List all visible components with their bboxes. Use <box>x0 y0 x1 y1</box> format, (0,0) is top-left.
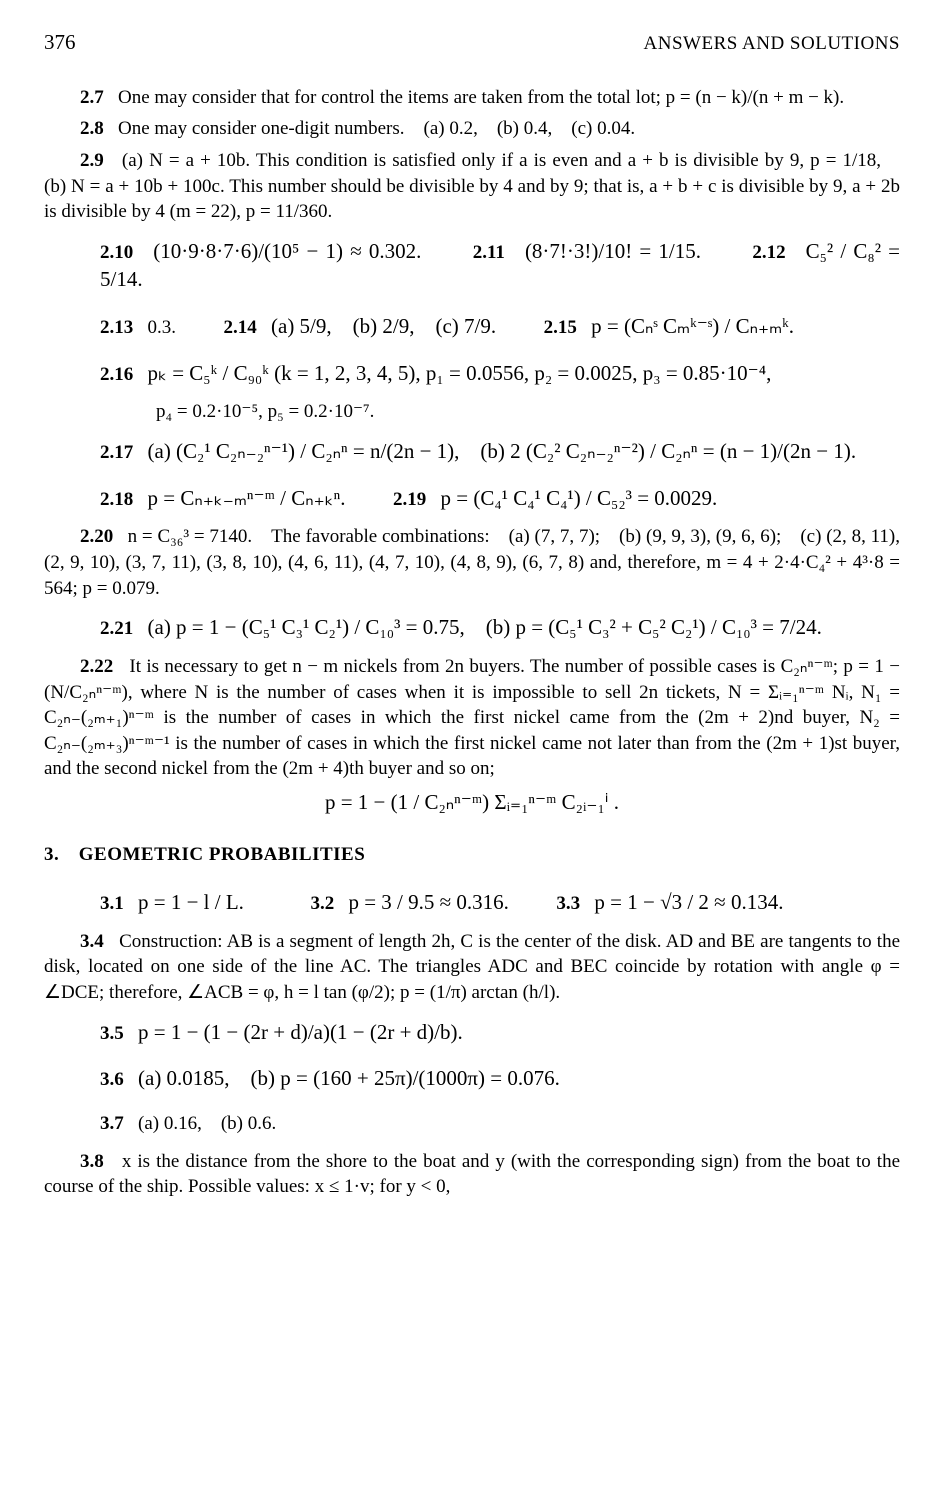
solution-3-7: 3.7 (a) 0.16, (b) 0.6. <box>44 1105 900 1143</box>
text-3-8: x is the distance from the shore to the … <box>44 1151 900 1198</box>
text-2-13: 0.3. <box>148 317 177 338</box>
text-2-9: (a) N = a + 10b. This condition is satis… <box>44 150 900 222</box>
section-3-heading: 3. GEOMETRIC PROBABILITIES <box>44 842 900 868</box>
text-2-19: p = (C₄¹ C₄¹ C₄¹) / C₅₂³ = 0.0029. <box>440 486 717 510</box>
solution-2-21: 2.21 (a) p = 1 − (C₅¹ C₃¹ C₂¹) / C₁₀³ = … <box>44 607 900 648</box>
solution-3-8: 3.8 x is the distance from the shore to … <box>44 1149 900 1200</box>
solution-row-31-33: 3.1 p = 1 − l / L. 3.2 p = 3 / 9.5 ≈ 0.3… <box>44 882 900 923</box>
label-2-18: 2.18 <box>100 489 133 510</box>
label-3-8: 3.8 <box>80 1151 104 1172</box>
text-2-14: (a) 5/9, (b) 2/9, (c) 7/9. <box>271 314 496 338</box>
text-3-2: p = 3 / 9.5 ≈ 0.316. <box>348 890 508 914</box>
label-2-21: 2.21 <box>100 618 133 639</box>
text-2-7: One may consider that for control the it… <box>118 87 844 108</box>
text-2-8: One may consider one-digit numbers. (a) … <box>118 118 635 139</box>
solution-row-218-219: 2.18 p = Cₙ₊ₖ₋ₘⁿ⁻ᵐ / Cₙ₊ₖⁿ. 2.19 p = (C₄… <box>44 478 900 519</box>
page-header: 376 ANSWERS AND SOLUTIONS <box>44 28 900 57</box>
solution-2-9: 2.9 (a) N = a + 10b. This condition is s… <box>44 148 900 225</box>
solution-2-20: 2.20 n = C₃₆³ = 7140. The favorable comb… <box>44 524 900 601</box>
label-3-4: 3.4 <box>80 931 104 952</box>
label-2-19: 2.19 <box>393 489 426 510</box>
solution-3-4: 3.4 Construction: AB is a segment of len… <box>44 929 900 1006</box>
label-2-8: 2.8 <box>80 118 104 139</box>
label-2-12: 2.12 <box>752 242 785 263</box>
text-2-11: (8·7!·3!)/10! = 1/15. <box>525 239 701 263</box>
label-2-15: 2.15 <box>544 317 577 338</box>
text-2-17: (a) (C₂¹ C₂ₙ₋₂ⁿ⁻¹) / C₂ₙⁿ = n/(2n − 1), … <box>148 439 857 463</box>
text-3-3: p = 1 − √3 / 2 ≈ 0.134. <box>594 890 783 914</box>
text-2-16b: p₄ = 0.2·10⁻⁵, p₅ = 0.2·10⁻⁷. <box>156 401 374 422</box>
text-2-10: (10·9·8·7·6)/(10⁵ − 1) ≈ 0.302. <box>153 239 421 263</box>
text-2-18: p = Cₙ₊ₖ₋ₘⁿ⁻ᵐ / Cₙ₊ₖⁿ. <box>148 486 346 510</box>
text-3-6: (a) 0.0185, (b) p = (160 + 25π)/(1000π) … <box>138 1066 560 1090</box>
text-3-1: p = 1 − l / L. <box>138 890 244 914</box>
label-3-1: 3.1 <box>100 893 124 914</box>
solution-2-17: 2.17 (a) (C₂¹ C₂ₙ₋₂ⁿ⁻¹) / C₂ₙⁿ = n/(2n −… <box>44 431 900 472</box>
text-3-5: p = 1 − (1 − (2r + d)/a)(1 − (2r + d)/b)… <box>138 1020 463 1044</box>
solution-3-6: 3.6 (a) 0.0185, (b) p = (160 + 25π)/(100… <box>44 1058 900 1099</box>
text-2-21: (a) p = 1 − (C₅¹ C₃¹ C₂¹) / C₁₀³ = 0.75,… <box>148 615 822 639</box>
label-3-2: 3.2 <box>310 893 334 914</box>
text-2-15: p = (Cₙˢ Cₘᵏ⁻ˢ) / Cₙ₊ₘᵏ. <box>591 314 794 338</box>
header-title: ANSWERS AND SOLUTIONS <box>644 31 900 57</box>
label-2-9: 2.9 <box>80 150 104 171</box>
label-2-10: 2.10 <box>100 242 133 263</box>
solution-2-7: 2.7 One may consider that for control th… <box>44 85 900 111</box>
text-2-20: n = C₃₆³ = 7140. The favorable combinati… <box>44 526 900 598</box>
text-2-22: It is necessary to get n − m nickels fro… <box>44 656 900 780</box>
label-2-20: 2.20 <box>80 526 113 547</box>
solution-2-22-eq: p = 1 − (1 / C₂ₙⁿ⁻ᵐ) Σᵢ₌₁ⁿ⁻ᵐ C₂ᵢ₋₁ⁱ . <box>44 788 900 816</box>
label-2-11: 2.11 <box>473 242 505 263</box>
text-2-22b: p = 1 − (1 / C₂ₙⁿ⁻ᵐ) Σᵢ₌₁ⁿ⁻ᵐ C₂ᵢ₋₁ⁱ . <box>325 790 619 814</box>
text-2-16a: pₖ = C₅ᵏ / C₉₀ᵏ (k = 1, 2, 3, 4, 5), p₁ … <box>148 361 772 385</box>
solution-3-5: 3.5 p = 1 − (1 − (2r + d)/a)(1 − (2r + d… <box>44 1012 900 1053</box>
label-3-3: 3.3 <box>556 893 580 914</box>
text-3-7: (a) 0.16, (b) 0.6. <box>138 1113 276 1134</box>
text-3-4: Construction: AB is a segment of length … <box>44 931 900 1003</box>
label-2-22: 2.22 <box>80 656 113 677</box>
solution-2-8: 2.8 One may consider one-digit numbers. … <box>44 116 900 142</box>
label-3-7: 3.7 <box>100 1113 124 1134</box>
label-2-13: 2.13 <box>100 317 133 338</box>
label-2-16: 2.16 <box>100 364 133 385</box>
solution-row-213-215: 2.13 0.3. 2.14 (a) 5/9, (b) 2/9, (c) 7/9… <box>44 306 900 347</box>
label-2-17: 2.17 <box>100 442 133 463</box>
solution-row-210-212: 2.10 (10·9·8·7·6)/(10⁵ − 1) ≈ 0.302. 2.1… <box>44 231 900 300</box>
solution-2-22: 2.22 It is necessary to get n − m nickel… <box>44 654 900 782</box>
page-number: 376 <box>44 28 76 56</box>
label-3-6: 3.6 <box>100 1069 124 1090</box>
label-2-14: 2.14 <box>224 317 257 338</box>
solution-2-16-cont: p₄ = 0.2·10⁻⁵, p₅ = 0.2·10⁻⁷. <box>44 399 900 425</box>
label-2-7: 2.7 <box>80 87 104 108</box>
solution-2-16: 2.16 pₖ = C₅ᵏ / C₉₀ᵏ (k = 1, 2, 3, 4, 5)… <box>44 353 900 394</box>
label-3-5: 3.5 <box>100 1023 124 1044</box>
section-3-title: 3. GEOMETRIC PROBABILITIES <box>44 844 365 865</box>
